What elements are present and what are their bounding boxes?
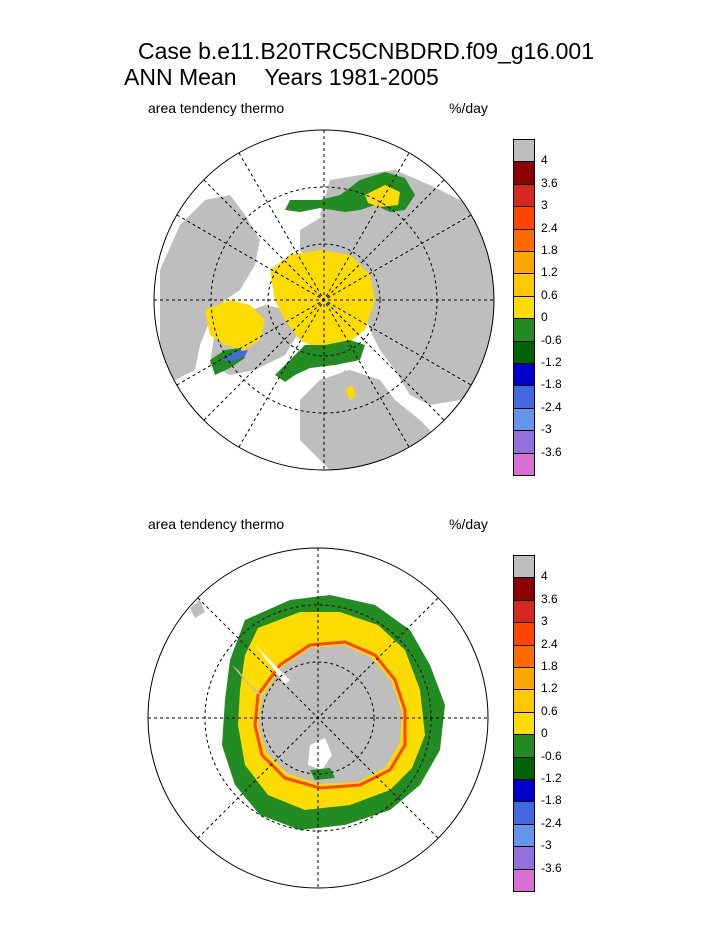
- colorbar-tick-label: 1.2: [541, 681, 558, 696]
- nh-ice-green-barents: [275, 340, 365, 382]
- colorbar-swatch: [513, 430, 535, 454]
- colorbar-swatch: [513, 228, 535, 252]
- colorbar-tick-label: -3: [541, 422, 552, 437]
- colorbar-tick-label: 2.4: [541, 636, 558, 651]
- sh-land-peninsula: [232, 665, 268, 700]
- colorbar-swatch: [513, 868, 535, 892]
- colorbar-swatch: [513, 340, 535, 364]
- colorbar-swatch: [513, 363, 535, 387]
- nh-ice-baltic: [345, 385, 356, 400]
- nh-ice-yellow-archipelago: [205, 300, 265, 350]
- colorbar-tick-label: 3.6: [541, 175, 558, 190]
- colorbar-swatch: [513, 183, 535, 208]
- sh-ice-green-inner: [310, 768, 335, 780]
- colorbar-swatch: [513, 577, 535, 601]
- nh-map: [154, 130, 494, 470]
- sh-map: [148, 548, 488, 888]
- colorbar-tick-label: 2.4: [541, 220, 558, 235]
- sh-panel-label: area tendency thermo: [148, 516, 285, 532]
- colorbar-swatch: [513, 667, 535, 691]
- colorbar-swatch: [513, 139, 535, 163]
- colorbar-tick-label: -1.2: [541, 771, 562, 785]
- sh-land-sa-tip: [190, 600, 205, 618]
- colorbar-tick-label: -2.4: [541, 815, 562, 830]
- colorbar-tick-label: 3: [541, 198, 548, 213]
- colorbar-tick-label: -1.8: [541, 793, 562, 808]
- colorbar-swatch: [513, 295, 535, 320]
- colorbar-tick-label: 1.2: [541, 265, 558, 280]
- colorbar-tick-label: -2.4: [541, 399, 562, 414]
- colorbar-tick-label: 0: [541, 310, 548, 325]
- colorbar-tick-label: -3.6: [541, 444, 562, 459]
- colorbar-tick-label: 0.6: [541, 287, 558, 302]
- colorbar-swatch: [513, 599, 535, 624]
- colorbar-tick-label: 4: [541, 153, 548, 168]
- sh-graticule: [148, 548, 488, 888]
- colorbar-swatch: [513, 689, 535, 713]
- colorbar-swatch: [513, 779, 535, 803]
- nh-land-scandinavia: [330, 370, 360, 425]
- colorbar-swatch: [513, 273, 535, 297]
- nh-ice-blue: [222, 350, 248, 362]
- sh-white-streak: [255, 645, 290, 684]
- colorbar-swatch: [513, 711, 535, 736]
- sh-units-label: %/day: [449, 516, 488, 532]
- colorbar-swatch: [513, 555, 535, 579]
- colorbar-swatch: [513, 251, 535, 275]
- colorbar-swatch: [513, 318, 535, 342]
- nh-land-america: [160, 195, 260, 380]
- colorbar-swatch: [513, 622, 535, 646]
- sh-land-antarctica: [258, 645, 402, 784]
- nh-units-label: %/day: [449, 100, 488, 116]
- colorbar-swatch: [513, 206, 535, 230]
- nh-map-border: [153, 129, 495, 471]
- colorbar-tick-label: -0.6: [541, 332, 562, 347]
- colorbar-tick-label: -3: [541, 838, 552, 853]
- colorbar-tick-label: 1.8: [541, 243, 558, 257]
- colorbar-swatch: [513, 161, 535, 185]
- sh-ice-red-fringe: [253, 640, 407, 790]
- colorbar-tick-label: -1.8: [541, 377, 562, 392]
- colorbar-tick-label: -3.6: [541, 860, 562, 875]
- nh-ice-yellow-siberia: [365, 185, 400, 207]
- colorbar-tick-label: 1.8: [541, 659, 558, 673]
- colorbar-swatch: [513, 452, 535, 476]
- colorbar-swatch: [513, 756, 535, 780]
- colorbar-swatch: [513, 823, 535, 848]
- sh-ross-ice-shelf: [308, 738, 332, 770]
- plot-title-case: Case b.e11.B20TRC5CNBDRD.f09_g16.001: [138, 38, 594, 64]
- colorbar-tick-label: -0.6: [541, 748, 562, 763]
- nh-graticule: [154, 130, 494, 470]
- colorbar-tick-label: 4: [541, 569, 548, 584]
- colorbar-swatch: [513, 734, 535, 758]
- colorbar-tick-label: 3.6: [541, 591, 558, 606]
- colorbar-swatch: [513, 644, 535, 668]
- colorbar-swatch: [513, 407, 535, 432]
- mean-label: ANN Mean: [124, 64, 237, 90]
- nh-panel-label: area tendency thermo: [148, 100, 285, 116]
- colorbar-swatch: [513, 801, 535, 825]
- colorbar-tick-label: 0.6: [541, 703, 558, 718]
- colorbar-tick-label: 0: [541, 726, 548, 741]
- sh-map-border: [147, 547, 489, 889]
- colorbar-swatch: [513, 846, 535, 870]
- years-label: Years 1981-2005: [264, 64, 439, 90]
- colorbar-swatch: [513, 385, 535, 409]
- colorbar-tick-label: -1.2: [541, 355, 562, 369]
- plot-title-period: ANN Mean Years 1981-2005: [124, 64, 439, 91]
- colorbar-tick-label: 3: [541, 614, 548, 629]
